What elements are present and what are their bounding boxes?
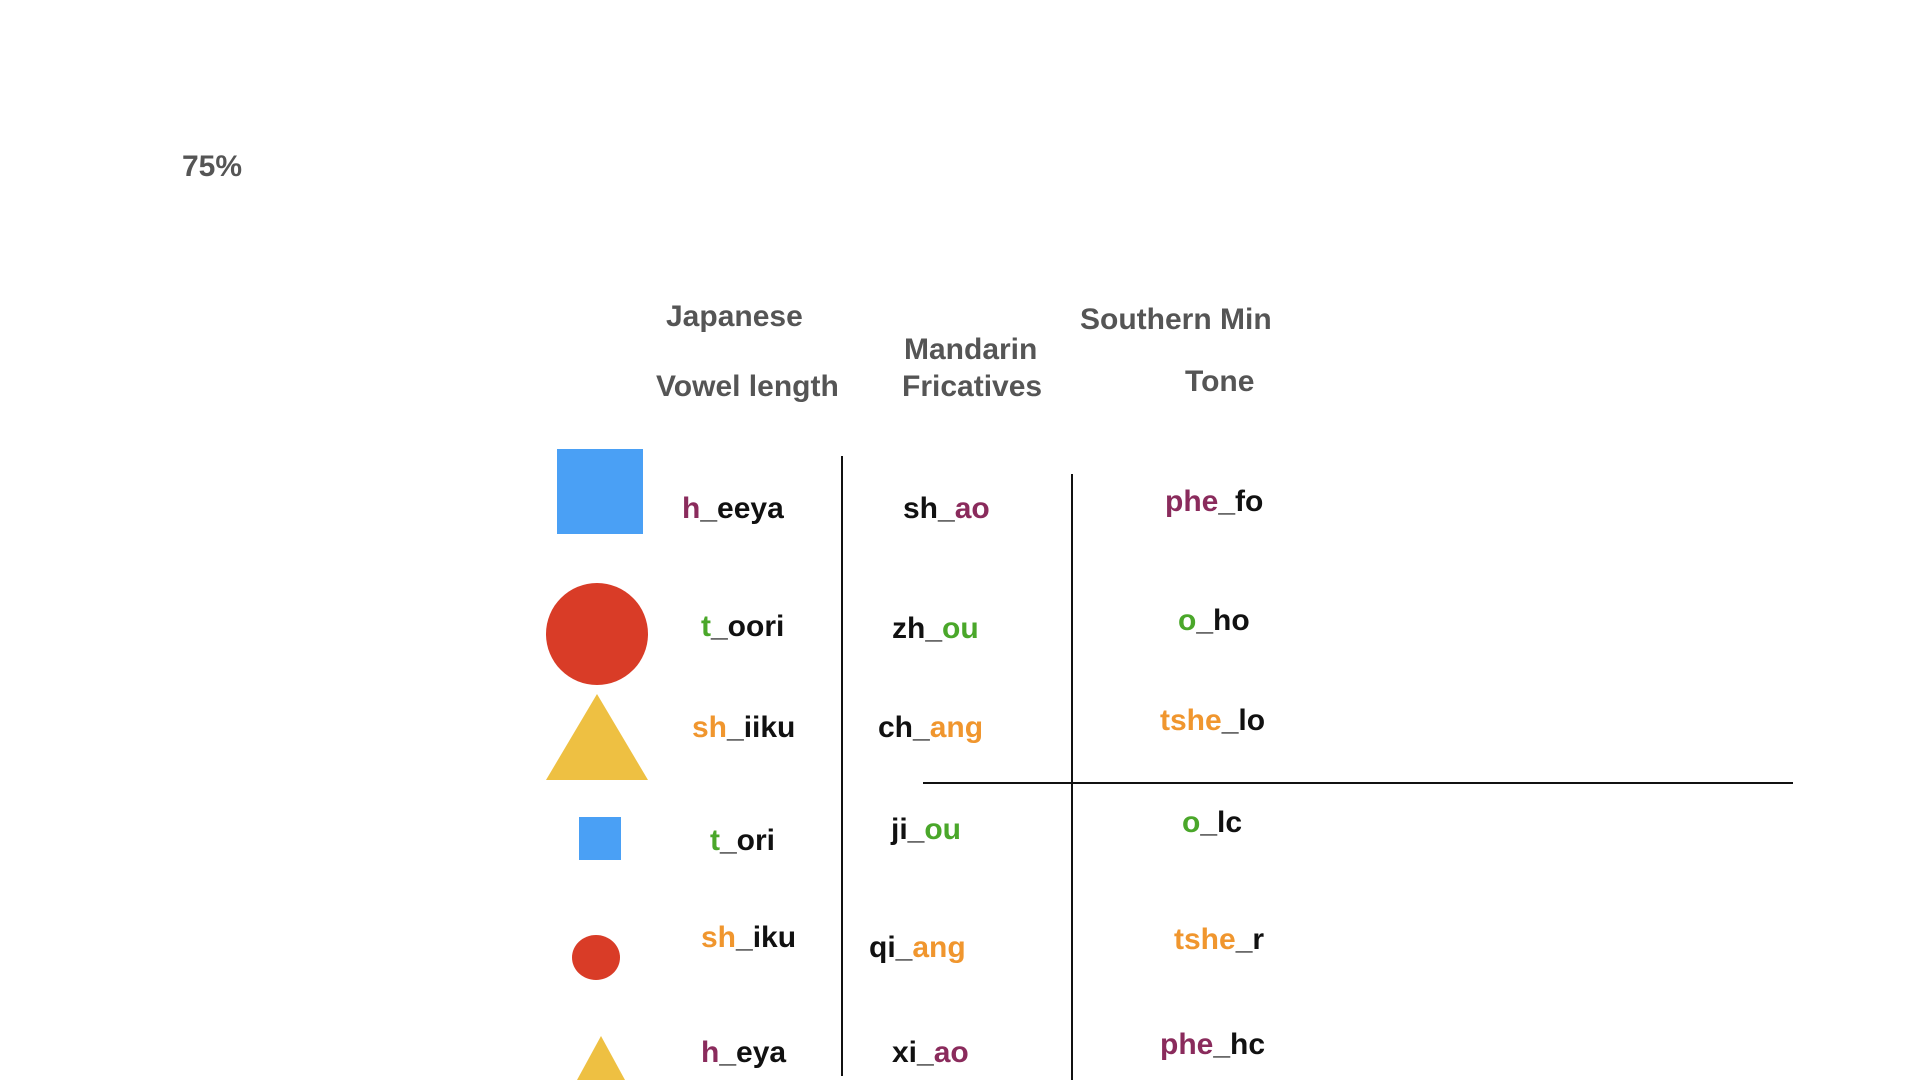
header-tone: Tone <box>1185 365 1255 398</box>
percent-label: 75% <box>182 150 243 183</box>
min-word-6: phe_hc <box>1160 1030 1265 1060</box>
japanese-word-2: t_oori <box>701 612 784 642</box>
tone-segment: _hc <box>1213 1028 1266 1061</box>
mandarin-word-3: ch_ang <box>878 713 983 743</box>
onset-segment: sh <box>692 711 728 744</box>
onset-segment: h <box>682 492 701 525</box>
remainder-segment: _eeya <box>700 492 784 525</box>
blue-square-large-icon <box>557 449 643 534</box>
onset-segment: t <box>701 610 711 643</box>
remainder-segment: _iiku <box>727 711 796 744</box>
tone-segment: _ho <box>1196 604 1250 637</box>
remainder-segment: _oori <box>711 610 785 643</box>
onset-segment: zh_ <box>892 612 943 645</box>
yellow-triangle-large-icon <box>546 694 648 780</box>
mandarin-word-5: qi_ang <box>869 933 966 963</box>
tone-segment: _lo <box>1221 704 1266 737</box>
onset-segment: ji_ <box>891 813 925 846</box>
divider-horizontal <box>923 782 1793 784</box>
tone-segment: _lc <box>1200 806 1243 839</box>
final-segment: ang <box>912 931 966 964</box>
onset-segment: tshe <box>1160 704 1222 737</box>
tone-segment: _r <box>1235 923 1265 956</box>
divider-japanese-mandarin <box>841 456 843 1076</box>
remainder-segment: _iku <box>736 921 797 954</box>
remainder-segment: _ori <box>720 824 776 857</box>
japanese-word-1: h_eeya <box>682 494 784 524</box>
onset-segment: xi_ <box>892 1036 934 1069</box>
header-vowel-length: Vowel length <box>656 370 839 403</box>
blue-square-small-icon <box>579 817 621 860</box>
final-segment: ou <box>924 813 962 846</box>
mandarin-word-4: ji_ou <box>891 815 961 845</box>
onset-segment: h <box>701 1036 720 1069</box>
mandarin-word-1: sh_ao <box>903 494 990 524</box>
onset-segment: tshe <box>1174 923 1236 956</box>
onset-segment: o <box>1182 806 1201 839</box>
mandarin-word-2: zh_ou <box>892 614 979 644</box>
onset-segment: t <box>710 824 720 857</box>
red-circle-large-icon <box>546 583 648 685</box>
min-word-1: phe_fo <box>1165 487 1263 517</box>
onset-segment: o <box>1178 604 1197 637</box>
onset-segment: phe <box>1160 1028 1214 1061</box>
min-word-5: tshe_r <box>1174 925 1264 955</box>
min-word-2: o_ho <box>1178 606 1250 636</box>
tone-segment: _fo <box>1218 485 1264 518</box>
header-fricatives: Fricatives <box>902 370 1043 403</box>
final-segment: ang <box>929 711 984 744</box>
japanese-word-6: h_eya <box>701 1038 786 1068</box>
header-mandarin: Mandarin <box>904 333 1038 366</box>
min-word-3: tshe_lo <box>1160 706 1265 736</box>
final-segment: ao <box>954 492 990 525</box>
remainder-segment: _eya <box>719 1036 787 1069</box>
japanese-word-3: sh_iiku <box>692 713 795 743</box>
onset-segment: ch_ <box>878 711 930 744</box>
header-japanese: Japanese <box>666 300 803 333</box>
min-word-4: o_lc <box>1182 808 1242 838</box>
yellow-triangle-small-icon <box>577 1036 625 1080</box>
final-segment: ou <box>942 612 979 645</box>
japanese-word-5: sh_iku <box>701 923 796 953</box>
onset-segment: phe <box>1165 485 1219 518</box>
header-southern-min: Southern Min <box>1080 303 1272 336</box>
onset-segment: qi_ <box>869 931 913 964</box>
japanese-word-4: t_ori <box>710 826 775 856</box>
mandarin-word-6: xi_ao <box>892 1038 969 1068</box>
red-circle-small-icon <box>572 935 620 980</box>
onset-segment: sh <box>701 921 737 954</box>
divider-mandarin-min <box>1071 474 1073 1080</box>
final-segment: ao <box>933 1036 969 1069</box>
onset-segment: sh_ <box>903 492 955 525</box>
